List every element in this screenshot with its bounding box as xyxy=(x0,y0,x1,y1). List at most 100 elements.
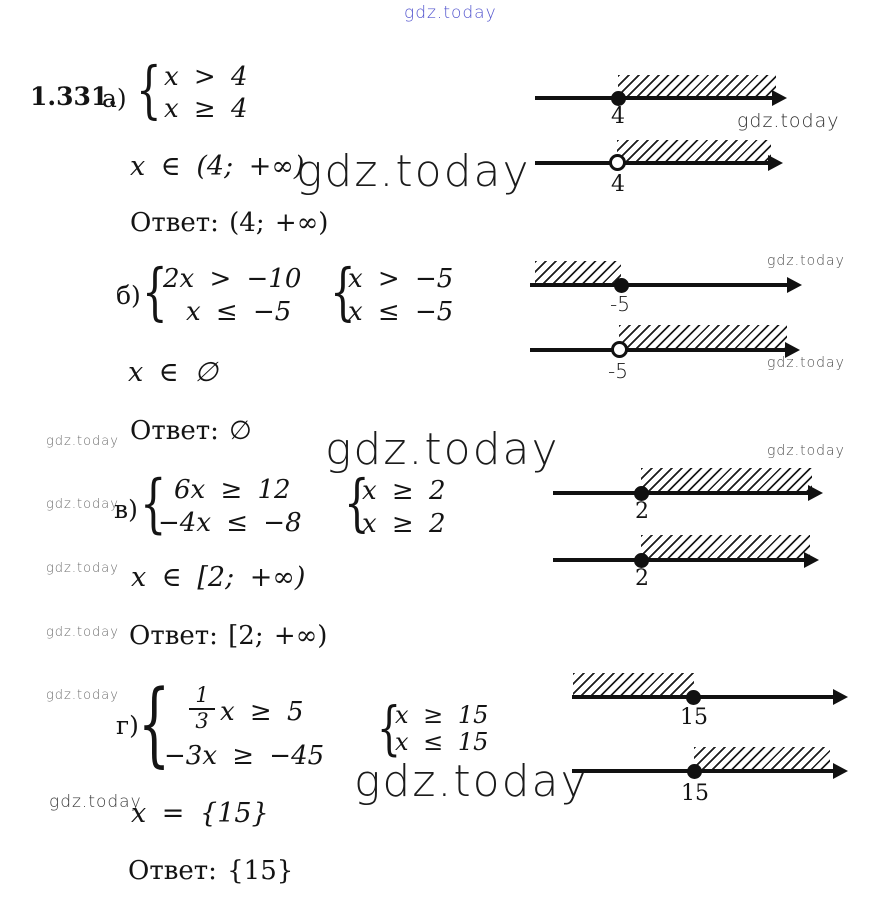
answer-g: Ответ: {15} xyxy=(128,856,294,886)
system-v2-row2: x ≥ 2 xyxy=(362,509,446,539)
system-g2-row1: x ≥ 15 xyxy=(395,701,489,729)
watermark-margin-2: gdz.today xyxy=(46,497,119,512)
arrow-right-icon xyxy=(772,90,787,106)
brace-v1: { xyxy=(140,467,167,541)
axis-line xyxy=(553,558,811,562)
system-b-row1: 2x > −10 xyxy=(163,264,302,294)
point-label: 15 xyxy=(680,705,708,730)
brace-a: { xyxy=(136,53,162,126)
point-label: 4 xyxy=(611,104,625,129)
filled-point-icon xyxy=(686,690,701,705)
axis-line xyxy=(572,769,840,773)
axis-line xyxy=(530,283,794,287)
numberline-b1: -5 xyxy=(530,255,802,316)
fraction-one-third: 1 3 xyxy=(189,683,215,734)
brace-v2: { xyxy=(344,466,370,539)
hatch-region xyxy=(573,673,694,695)
numberline-a2: 4 xyxy=(535,133,783,197)
filled-point-icon xyxy=(614,278,629,293)
system-v2-row1: x ≥ 2 xyxy=(362,476,446,506)
hatch-region xyxy=(535,261,621,283)
part-label-b: б) xyxy=(116,281,141,310)
arrow-right-icon xyxy=(833,689,848,705)
arrow-right-icon xyxy=(808,485,823,501)
watermark-v-right: gdz.today xyxy=(767,443,845,459)
numberline-b2: -5 xyxy=(530,320,800,383)
system-v-row1: 6x ≥ 12 xyxy=(174,475,291,505)
arrow-right-icon xyxy=(785,342,800,358)
point-label: 2 xyxy=(635,566,649,591)
system-g-row2: −3x ≥ −45 xyxy=(164,741,325,771)
part-label-a: а) xyxy=(102,84,127,113)
filled-point-icon xyxy=(634,486,649,501)
numberline-v1: 2 xyxy=(553,463,823,524)
system-g2-row2: x ≤ 15 xyxy=(395,728,489,756)
part-label-g: г) xyxy=(116,711,139,740)
watermark-margin-5: gdz.today xyxy=(46,688,119,703)
hatch-region xyxy=(617,140,771,161)
system-v-row2: −4x ≤ −8 xyxy=(158,508,302,538)
answer-a: Ответ: (4; +∞) xyxy=(130,208,329,238)
filled-point-icon xyxy=(687,764,702,779)
numberline-a1: 4 xyxy=(535,68,787,129)
hatch-region xyxy=(619,325,787,348)
watermark-b2-right: gdz.today xyxy=(767,355,845,371)
point-label: 4 xyxy=(611,172,625,197)
fraction-denominator: 3 xyxy=(195,709,209,734)
point-label: 15 xyxy=(681,781,709,806)
watermark-a-big: gdz.today xyxy=(296,146,531,197)
watermark-margin-4: gdz.today xyxy=(46,625,119,640)
system-b2-row1: x > −5 xyxy=(348,264,454,294)
brace-g1: { xyxy=(138,670,171,777)
watermark-b1-right: gdz.today xyxy=(767,253,845,269)
part-label-v: в) xyxy=(114,495,138,524)
hatch-region xyxy=(641,535,810,558)
brace-g2: { xyxy=(377,694,401,762)
filled-point-icon xyxy=(611,91,626,106)
axis-line xyxy=(572,695,840,699)
system-b2-row2: x ≤ −5 xyxy=(348,297,454,327)
numberline-g2: 15 xyxy=(572,742,848,806)
brace-b1: { xyxy=(142,255,168,328)
system-a-row1: x > 4 xyxy=(164,62,248,92)
arrow-right-icon xyxy=(804,552,819,568)
fraction-numerator: 1 xyxy=(189,683,215,711)
watermark-a-right: gdz.today xyxy=(737,110,840,132)
hatch-region xyxy=(694,747,830,769)
numberline-g1: 15 xyxy=(572,668,848,730)
axis-line xyxy=(535,96,779,100)
system-b-row2: x ≤ −5 xyxy=(186,297,292,327)
solution-a: x ∈ (4; +∞) xyxy=(130,151,305,182)
answer-b: Ответ: ∅ xyxy=(130,416,252,446)
watermark-top: gdz.today xyxy=(404,3,497,23)
numberline-v2: 2 xyxy=(553,530,819,591)
hatch-region xyxy=(618,75,776,96)
system-g-row1: x ≥ 5 xyxy=(220,697,304,727)
arrow-right-icon xyxy=(787,277,802,293)
open-point-icon xyxy=(611,341,628,358)
point-label: -5 xyxy=(610,292,630,316)
problem-number: 1.331. xyxy=(30,82,117,111)
arrow-right-icon xyxy=(833,763,848,779)
open-point-icon xyxy=(609,154,626,171)
axis-line xyxy=(535,161,775,165)
axis-line xyxy=(530,348,792,352)
filled-point-icon xyxy=(634,553,649,568)
watermark-margin-6: gdz.today xyxy=(49,792,142,812)
watermark-margin-1: gdz.today xyxy=(46,434,119,449)
answer-v: Ответ: [2; +∞) xyxy=(129,621,328,651)
hatch-region xyxy=(641,468,812,491)
point-label: 2 xyxy=(635,499,649,524)
point-label: -5 xyxy=(608,359,628,383)
watermark-margin-3: gdz.today xyxy=(46,561,119,576)
solution-g: x = {15} xyxy=(131,798,269,829)
brace-b2: { xyxy=(330,255,356,328)
arrow-right-icon xyxy=(768,155,783,171)
solution-v: x ∈ [2; +∞) xyxy=(131,562,306,593)
watermark-center-big: gdz.today xyxy=(325,424,560,475)
axis-line xyxy=(553,491,815,495)
watermark-g-big: gdz.today xyxy=(354,756,589,807)
system-a-row2: x ≥ 4 xyxy=(164,94,248,124)
solution-b: x ∈ ∅ xyxy=(128,357,218,388)
